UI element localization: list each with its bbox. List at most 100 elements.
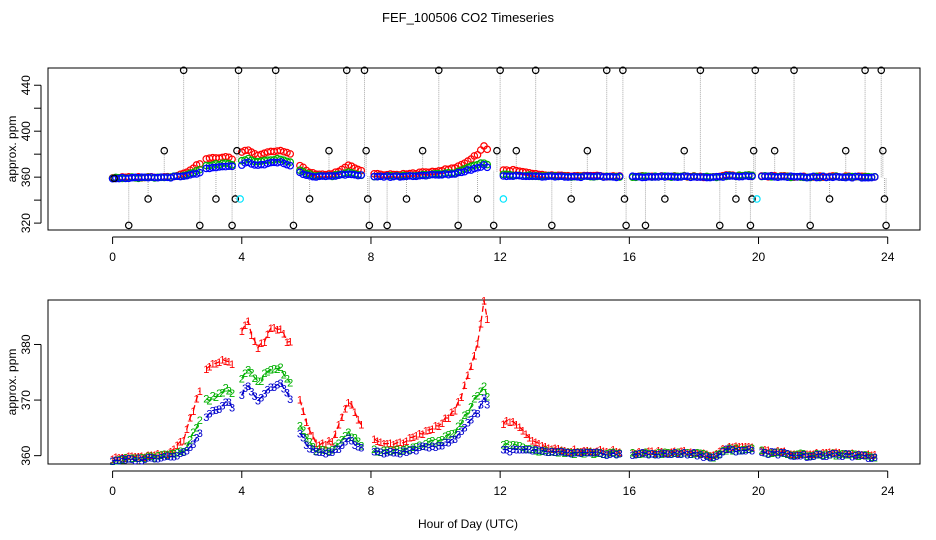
series-1-marker: 1 [452, 406, 458, 418]
series-3-marker: 3 [765, 449, 771, 461]
series-3-marker: 3 [391, 448, 397, 460]
series-1-marker: 1 [126, 451, 132, 463]
series-3-marker: 3 [122, 454, 128, 466]
top-frame [47, 67, 921, 231]
calibration-point [454, 221, 462, 230]
series-2-marker: 2 [284, 374, 290, 386]
series-2-marker: 2 [187, 434, 193, 446]
series-2-line [241, 366, 291, 383]
calibration-point [732, 195, 740, 203]
series-2-marker: 2 [746, 444, 752, 456]
series-3-marker: 3 [187, 442, 193, 454]
series-1-marker: 1 [445, 413, 451, 425]
series-1-marker: 1 [426, 425, 432, 437]
series-2-marker: 2 [730, 445, 736, 457]
series-1-marker: 1 [358, 420, 364, 432]
series-3-marker: 3 [374, 446, 380, 458]
level-1-point [483, 145, 492, 154]
series-3-marker: 3 [713, 451, 719, 463]
calibration-point [880, 195, 889, 203]
series-3-marker: 3 [665, 449, 671, 461]
series-2-marker: 2 [504, 439, 510, 451]
series-1-marker: 1 [684, 447, 690, 459]
series-2-marker: 2 [681, 448, 687, 460]
series-1-marker: 1 [730, 442, 736, 454]
level-3-point [195, 168, 204, 177]
series-2-marker: 2 [536, 446, 542, 458]
series-2-marker: 2 [219, 387, 225, 399]
cyan-point [236, 195, 244, 203]
series-3-marker: 3 [804, 452, 810, 464]
series-2-marker: 2 [465, 408, 471, 420]
series-1-marker: 1 [355, 415, 361, 427]
series-2-marker: 2 [804, 451, 810, 463]
calibration-points [110, 66, 890, 230]
series-1-marker: 1 [739, 441, 745, 453]
series-3-marker: 3 [261, 388, 267, 400]
series-2-marker: 2 [139, 453, 145, 465]
series-1-marker: 1 [203, 364, 209, 376]
series-3-marker: 3 [223, 397, 229, 409]
series-3-marker: 3 [542, 447, 548, 459]
series-3-marker: 3 [868, 453, 874, 465]
series-2-marker: 2 [332, 441, 338, 453]
series-2-marker: 2 [210, 391, 216, 403]
series-3-marker: 3 [326, 447, 332, 459]
series-1-line [632, 445, 753, 457]
series-1-marker: 1 [507, 417, 513, 429]
series-3-line [241, 381, 291, 402]
series-2-marker: 2 [358, 441, 364, 453]
x-tick-label: 0 [109, 250, 116, 264]
series-1-marker: 1 [261, 337, 267, 349]
calibration-point [473, 195, 482, 203]
series-2-marker: 2 [319, 445, 325, 457]
series-1-marker: 1 [255, 343, 261, 355]
series-2-marker: 2 [216, 388, 222, 400]
series-2-marker: 2 [229, 388, 235, 400]
series-2-marker: 2 [830, 448, 836, 460]
series-3-marker: 3 [332, 444, 338, 456]
series-1-marker: 1 [762, 444, 768, 456]
series-3-marker: 3 [287, 394, 293, 406]
series-2-marker: 2 [772, 448, 778, 460]
series-3-marker: 3 [655, 450, 661, 462]
series-1-marker: 1 [242, 320, 248, 332]
series-3-marker: 3 [274, 380, 280, 392]
series-3-marker: 3 [823, 451, 829, 463]
series-3-marker: 3 [604, 450, 610, 462]
series-2-marker: 2 [768, 448, 774, 460]
series-1-marker: 1 [407, 432, 413, 444]
series-2-marker: 2 [374, 446, 380, 458]
calibration-point [362, 146, 370, 155]
series-3-marker: 3 [710, 452, 716, 464]
calibration-point [325, 146, 333, 155]
series-3-marker: 3 [594, 447, 600, 459]
series-1-marker: 1 [504, 415, 510, 427]
series-3-marker: 3 [588, 448, 594, 460]
series-3-marker: 3 [265, 385, 271, 397]
series-1-marker: 1 [168, 446, 174, 458]
calibration-connectors [113, 70, 887, 226]
series-1-marker: 1 [439, 418, 445, 430]
level-3-point [748, 172, 756, 181]
series-1-marker: 1 [565, 446, 571, 458]
series-1-marker: 1 [536, 438, 542, 450]
series-3-marker: 3 [174, 450, 180, 462]
series-1-marker: 1 [646, 446, 652, 458]
series-2-marker: 2 [675, 447, 681, 459]
series-3-marker: 3 [578, 448, 584, 460]
series-1-marker: 1 [649, 446, 655, 458]
series-1-marker: 1 [371, 434, 377, 446]
series-2-marker: 2 [859, 450, 865, 462]
calibration-point [289, 221, 298, 230]
series-3-marker: 3 [394, 448, 400, 460]
calibration-point [622, 221, 630, 230]
series-1-marker: 1 [484, 314, 490, 326]
series-3-marker: 3 [662, 449, 668, 461]
series-3-marker: 3 [510, 444, 516, 456]
series-3-marker: 3 [400, 446, 406, 458]
series-2-marker: 2 [203, 394, 209, 406]
calibration-point [489, 221, 498, 230]
series-2-marker: 2 [184, 441, 190, 453]
series-2-marker: 2 [197, 415, 203, 427]
